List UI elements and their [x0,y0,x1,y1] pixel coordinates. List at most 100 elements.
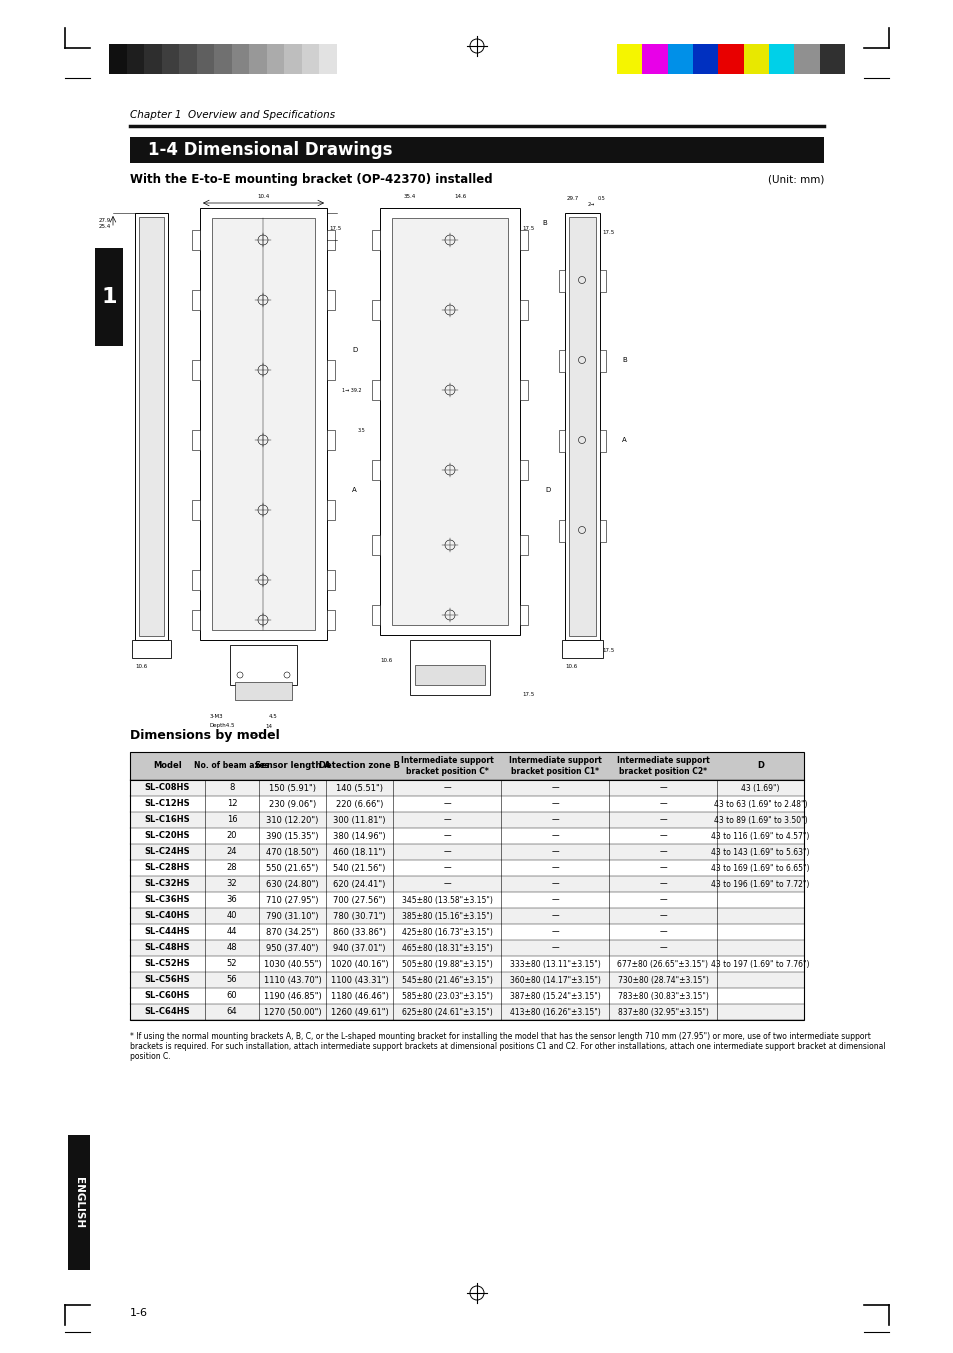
Text: 14: 14 [265,724,272,729]
Text: —: — [551,783,558,793]
Text: SL-C56HS: SL-C56HS [145,976,190,985]
Text: 545±80 (21.46"±3.15"): 545±80 (21.46"±3.15") [401,976,492,985]
Bar [130,924,803,940]
Bar [692,45,718,74]
Bar [599,520,605,543]
Text: 1260 (49.61"): 1260 (49.61") [331,1008,388,1016]
Text: 17.5: 17.5 [521,693,534,698]
Text: B: B [541,221,546,226]
Bar [641,45,667,74]
Text: 1190 (46.85"): 1190 (46.85") [263,992,321,1000]
Text: 140 (5.51"): 140 (5.51") [335,783,382,793]
Text: 470 (18.50"): 470 (18.50") [266,847,318,856]
Text: —: — [659,943,666,953]
Text: 1-6: 1-6 [130,1308,148,1318]
Text: 10.6: 10.6 [135,663,147,668]
Text: 1-4 Dimensional Drawings: 1-4 Dimensional Drawings [148,141,392,160]
Bar [232,45,249,74]
Bar [130,752,803,1020]
Text: 17.5: 17.5 [521,226,534,230]
Text: 310 (12.20"): 310 (12.20") [266,816,318,824]
Text: SL-C16HS: SL-C16HS [145,816,190,824]
Bar [743,45,768,74]
Text: 860 (33.86"): 860 (33.86") [333,928,386,936]
Bar [130,779,803,796]
Bar [667,45,692,74]
Text: 2→: 2→ [587,203,595,207]
Bar [564,212,599,640]
Bar [519,534,527,555]
Bar [519,230,527,250]
Text: 425±80 (16.73"±3.15"): 425±80 (16.73"±3.15") [401,928,492,936]
Text: 10.6: 10.6 [379,659,392,663]
Text: No. of beam axes: No. of beam axes [194,762,270,770]
Text: SL-C52HS: SL-C52HS [145,959,190,969]
Bar [234,682,292,700]
Bar [558,271,564,292]
Text: 8: 8 [229,783,234,793]
Bar [415,666,484,685]
Text: —: — [551,912,558,920]
Text: 43 to 63 (1.69" to 2.48"): 43 to 63 (1.69" to 2.48") [713,800,806,809]
Bar [130,892,803,908]
Text: 380 (14.96"): 380 (14.96") [333,832,385,840]
Bar [372,300,379,321]
Text: 220 (6.66"): 220 (6.66") [335,800,383,809]
Text: 43 to 169 (1.69" to 6.65"): 43 to 169 (1.69" to 6.65") [711,863,809,873]
Bar [161,45,179,74]
Bar [200,208,327,640]
Text: —: — [659,832,666,840]
Text: 230 (9.06"): 230 (9.06") [269,800,315,809]
Bar [130,1004,803,1020]
Text: 390 (15.35"): 390 (15.35") [266,832,318,840]
Bar [139,216,164,636]
Text: 20: 20 [227,832,237,840]
Text: 14.6: 14.6 [454,193,466,199]
Text: 710 (27.95"): 710 (27.95") [266,896,318,905]
Bar [130,908,803,924]
Text: 385±80 (15.16"±3.15"): 385±80 (15.16"±3.15") [401,912,492,920]
Bar [372,230,379,250]
Text: SL-C20HS: SL-C20HS [145,832,190,840]
Text: —: — [551,928,558,936]
Bar [372,534,379,555]
Text: 345±80 (13.58"±3.15"): 345±80 (13.58"±3.15") [401,896,492,905]
Text: 25.4: 25.4 [99,223,111,229]
Text: SL-C40HS: SL-C40HS [145,912,190,920]
Text: —: — [659,847,666,856]
Text: 387±80 (15.24"±3.15"): 387±80 (15.24"±3.15") [509,992,599,1000]
Text: Intermediate support
bracket position C2*: Intermediate support bracket position C2… [616,756,709,775]
Text: 1→ 39.2: 1→ 39.2 [342,387,361,392]
Text: 505±80 (19.88"±3.15"): 505±80 (19.88"±3.15") [401,959,492,969]
Bar [301,45,319,74]
Bar [327,501,335,520]
Bar [130,957,803,971]
Text: 44: 44 [227,928,237,936]
Bar [130,971,803,988]
Text: 940 (37.01"): 940 (37.01") [333,943,385,953]
Text: —: — [659,783,666,793]
Bar [599,430,605,452]
Text: 35.4: 35.4 [403,193,416,199]
Bar [558,520,564,543]
Text: 677±80 (26.65"±3.15"): 677±80 (26.65"±3.15") [617,959,708,969]
Text: SL-C12HS: SL-C12HS [145,800,190,809]
Text: 12: 12 [227,800,237,809]
Text: 360±80 (14.17"±3.15"): 360±80 (14.17"±3.15") [509,976,599,985]
Text: brackets is required. For such installation, attach intermediate support bracket: brackets is required. For such installat… [130,1042,884,1051]
Text: 43 to 143 (1.69" to 5.63"): 43 to 143 (1.69" to 5.63") [711,847,809,856]
Text: —: — [551,832,558,840]
Text: 1100 (43.31"): 1100 (43.31") [331,976,388,985]
Text: 300 (11.81"): 300 (11.81") [333,816,385,824]
Text: —: — [551,863,558,873]
Bar [192,501,200,520]
Bar [617,45,641,74]
Text: 1030 (40.55"): 1030 (40.55") [263,959,321,969]
Text: A: A [621,437,626,442]
Text: 783±80 (30.83"±3.15"): 783±80 (30.83"±3.15") [617,992,708,1000]
Text: Sensor length A: Sensor length A [254,762,330,770]
Bar [135,212,168,640]
Bar [130,812,803,828]
Text: Chapter 1  Overview and Specifications: Chapter 1 Overview and Specifications [130,110,335,120]
Bar [179,45,196,74]
